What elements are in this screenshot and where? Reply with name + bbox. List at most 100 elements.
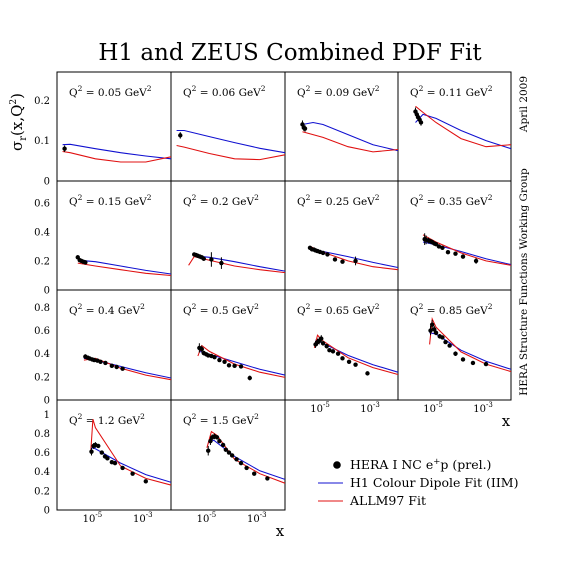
panel-q2-label: Q2 = 1.2 GeV2 (69, 412, 145, 427)
data-point (320, 250, 326, 256)
legend-label-data: HERA I NC e+p (prel.) (350, 457, 491, 472)
panel-frame (397, 289, 512, 401)
panel-q2-1.5: Q2 = 1.5 GeV2 (183, 412, 285, 484)
data-point (319, 336, 324, 341)
y-tick-label: 0.2 (34, 96, 50, 107)
panel-q2-0.06: Q2 = 0.06 GeV2 (176, 84, 285, 161)
data-point (99, 450, 105, 455)
panel-q2-label: Q2 = 0.65 GeV2 (297, 302, 380, 317)
panel-frame (170, 399, 286, 511)
data-point (353, 362, 358, 367)
x-tick-label: 10-3 (133, 511, 153, 525)
data-point (432, 327, 437, 332)
data-point (332, 257, 338, 262)
data-point (324, 343, 329, 349)
panel-q2-label: Q2 = 0.15 GeV2 (69, 193, 152, 208)
data-point (120, 465, 125, 471)
data-point (217, 438, 222, 444)
y-tick-label: 0.2 (34, 256, 50, 267)
panel-q2-label: Q2 = 0.85 GeV2 (410, 302, 493, 317)
data-point (302, 126, 308, 131)
y-tick-label: 0 (44, 506, 50, 517)
dipole-fit-curve (62, 143, 171, 160)
panel-q2-0.25: Q2 = 0.25 GeV2 (297, 193, 398, 271)
allm97-fit-curve (176, 144, 285, 161)
data-point (89, 449, 94, 454)
data-point (103, 360, 108, 366)
data-point (96, 443, 101, 449)
data-point (445, 250, 451, 255)
data-point (201, 256, 206, 261)
panel-q2-0.09: Q2 = 0.09 GeV2 (297, 84, 398, 153)
data-point (483, 361, 489, 367)
panel-q2-0.35: Q2 = 0.35 GeV2 (410, 193, 511, 266)
data-point (120, 366, 125, 371)
data-point (418, 120, 424, 125)
data-point (447, 343, 452, 348)
data-point (325, 252, 330, 257)
y-tick-label: 0 (44, 177, 50, 188)
allm97-fit-curve (62, 150, 171, 163)
allm97-fit-curve (429, 316, 511, 373)
x-tick-label: 10-5 (83, 511, 103, 525)
data-point (226, 450, 232, 455)
data-point (232, 363, 237, 369)
allm97-fit-curve (302, 131, 398, 153)
data-point (143, 479, 148, 484)
data-point (234, 457, 239, 462)
x-axis-label-row3: x (502, 412, 511, 430)
y-tick-label: 0.8 (34, 429, 50, 440)
data-point (460, 254, 466, 259)
y-tick-label: 0 (44, 396, 50, 407)
y-tick-label: 1 (44, 410, 50, 421)
panel-q2-label: Q2 = 0.06 GeV2 (183, 84, 266, 99)
panel-q2-0.15: Q2 = 0.15 GeV2 (69, 193, 171, 277)
data-point (206, 448, 211, 453)
data-point (222, 359, 227, 364)
y-tick-label: 0.6 (34, 198, 50, 209)
x-tick-label: 10-5 (197, 511, 217, 525)
data-point (226, 363, 232, 368)
chart-title: H1 and ZEUS Combined PDF Fit (98, 40, 482, 66)
panel-q2-label: Q2 = 0.2 GeV2 (183, 193, 259, 208)
data-point (238, 364, 244, 369)
data-point (436, 244, 442, 249)
x-tick-label: 10-3 (360, 401, 380, 415)
dipole-fit-curve (207, 439, 285, 480)
y-tick-label: 0.1 (34, 136, 50, 147)
panel-q2-0.2: Q2 = 0.2 GeV2 (183, 193, 285, 274)
y-tick-label: 0.8 (34, 303, 50, 314)
data-point (114, 364, 119, 370)
side-text-group: HERA Structure Functions Working Group (518, 168, 530, 396)
data-point (353, 258, 358, 264)
data-point (252, 471, 257, 476)
dipole-fit-curve (302, 121, 398, 152)
x-axis-label-bottom: x (276, 522, 285, 540)
y-tick-label: 0 (44, 286, 50, 297)
dipole-fit-curve (415, 113, 511, 150)
panel-q2-0.05: Q2 = 0.05 GeV2 (62, 84, 171, 163)
panel-q2-0.85: Q2 = 0.85 GeV2 (410, 302, 511, 373)
panel-q2-label: Q2 = 1.5 GeV2 (183, 412, 259, 427)
panel-q2-label: Q2 = 0.5 GeV2 (183, 302, 259, 317)
side-text-date: April 2009 (518, 76, 530, 133)
data-point (335, 351, 341, 356)
data-point (327, 348, 332, 353)
data-point (346, 359, 352, 364)
panel-q2-0.11: Q2 = 0.11 GeV2 (410, 84, 511, 150)
panel-q2-label: Q2 = 0.05 GeV2 (69, 84, 152, 99)
data-point (199, 346, 204, 352)
data-point (209, 257, 214, 262)
data-point (440, 245, 445, 251)
allm97-fit-curve (422, 234, 511, 266)
data-point (130, 471, 135, 476)
panel-q2-label: Q2 = 0.25 GeV2 (297, 193, 380, 208)
panel-q2-label: Q2 = 0.11 GeV2 (410, 84, 493, 99)
data-point (320, 341, 326, 346)
dipole-fit-curve (194, 255, 285, 272)
data-point (112, 460, 118, 466)
data-point (238, 460, 244, 466)
y-axis-label: σr(x,Q2) (8, 93, 29, 151)
panel-q2-0.65: Q2 = 0.65 GeV2 (297, 302, 398, 376)
